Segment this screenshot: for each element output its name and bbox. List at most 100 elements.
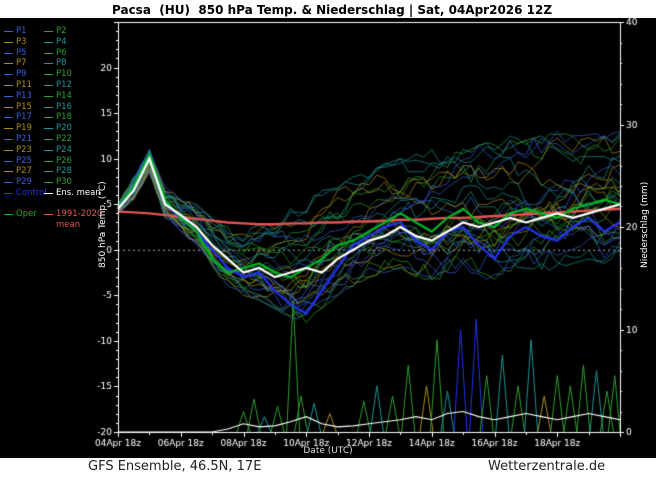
legend-swatch: [44, 74, 53, 80]
legend-label: P2: [56, 26, 67, 36]
legend-row: P27 P28: [4, 166, 116, 177]
legend-swatch: [4, 31, 13, 37]
legend-row: P13 P14: [4, 91, 116, 102]
legend-col: P24: [44, 145, 116, 156]
legend-row: P25 P26: [4, 156, 116, 167]
legend-label: P29: [16, 177, 32, 188]
legend-col: P10: [44, 69, 116, 80]
legend-item: P10: [44, 69, 72, 80]
legend-item: 1991-2020 mean: [44, 209, 116, 231]
legend-item: P6: [44, 48, 67, 59]
x-axis-label: Date (UTC): [303, 446, 353, 456]
legend-col: P19: [4, 123, 44, 134]
legend-row: P23 P24: [4, 145, 116, 156]
legend-item: P30: [44, 177, 72, 188]
legend-item: P8: [44, 58, 67, 69]
chart-panel: P1 P2 P3 P4 P5 P6 P7 P8 P9 P10 P11 P12 P13 P14 P15 P16 P…: [0, 18, 656, 458]
legend-item: P11: [4, 80, 32, 91]
legend-swatch: [4, 63, 13, 69]
legend-swatch: [44, 106, 53, 113]
legend-swatch: [4, 106, 13, 113]
legend-item: P21: [4, 134, 32, 145]
model-info-text: GFS Ensemble, 46.5N, 17E: [88, 459, 262, 474]
legend-col: P27: [4, 166, 44, 177]
legend-label: P6: [56, 47, 67, 58]
legend-col: P4: [44, 37, 116, 48]
legend-col: P25: [4, 156, 44, 167]
legend-swatch: [4, 149, 13, 156]
legend-swatch: [44, 192, 53, 199]
legend-item: P26: [44, 156, 72, 167]
legend-label: P11: [16, 79, 32, 90]
legend-item: P7: [4, 58, 27, 69]
legend-swatch: [44, 171, 53, 177]
legend-item: P15: [4, 102, 32, 113]
legend-row: P11 P12: [4, 80, 116, 91]
legend-item: P22: [44, 134, 72, 145]
legend-col: P28: [44, 166, 116, 177]
legend-label: P18: [56, 112, 72, 123]
legend-col: P5: [4, 48, 44, 59]
legend-label: P13: [16, 90, 32, 101]
legend-item: Oper: [4, 209, 37, 220]
legend-label: P8: [56, 58, 67, 69]
legend-col: P6: [44, 48, 116, 59]
legend-item: P27: [4, 166, 32, 177]
legend-col: Control: [4, 188, 47, 199]
legend-label: P26: [56, 155, 72, 166]
legend-row: P17 P18: [4, 112, 116, 123]
legend-col: 1991-2020 mean: [44, 209, 116, 231]
legend-swatch: [44, 63, 53, 69]
legend-label: P19: [16, 123, 32, 134]
legend-col: P18: [44, 112, 116, 123]
legend-label: P17: [16, 112, 32, 123]
legend-row: P9 P10: [4, 69, 116, 80]
legend-col: P9: [4, 69, 44, 80]
legend-row: P5 P6: [4, 48, 116, 59]
legend-label: P14: [56, 90, 72, 101]
legend-label: P28: [56, 166, 72, 177]
legend-swatch: [44, 84, 53, 91]
legend-row: P1 P2: [4, 26, 116, 37]
legend-swatch: [4, 95, 13, 102]
legend-row: Oper 1991-2020 mean: [4, 209, 116, 231]
legend-label: P24: [56, 144, 72, 155]
legend-item: P14: [44, 91, 72, 102]
legend-swatch: [44, 160, 53, 167]
legend-col: P13: [4, 91, 44, 102]
legend-row: P7 P8: [4, 58, 116, 69]
y-axis-right-label: Niederschlag (mm): [640, 181, 650, 268]
legend-col: P29: [4, 177, 44, 188]
legend-swatch: [44, 52, 53, 59]
legend-item: Control: [4, 188, 47, 199]
legend-label: 1991-2020 mean: [56, 208, 103, 230]
legend-swatch: [4, 182, 13, 188]
legend-label: P1: [16, 26, 27, 36]
legend-col: P23: [4, 145, 44, 156]
legend-item: P29: [4, 177, 32, 188]
legend-label: Control: [16, 187, 47, 198]
legend-col: Ens. mean: [44, 188, 116, 199]
y-axis-left-label: 850 hPa Temp. (°C): [98, 181, 108, 268]
legend-label: P27: [16, 166, 32, 177]
legend-col: P12: [44, 80, 116, 91]
legend-label: P30: [56, 177, 72, 188]
meteogram-plot-canvas: [0, 18, 656, 458]
legend-swatch: [4, 213, 13, 220]
legend-col: P14: [44, 91, 116, 102]
legend-label: P20: [56, 123, 72, 134]
legend-row: P29 P30: [4, 177, 116, 188]
legend-col: P17: [4, 112, 44, 123]
legend-item: P20: [44, 123, 72, 134]
legend-item: P17: [4, 112, 32, 123]
legend-item: P3: [4, 37, 27, 48]
legend-col: Oper: [4, 209, 44, 231]
legend-item: P13: [4, 91, 32, 102]
legend-swatch: [44, 117, 53, 123]
legend-swatch: [44, 41, 53, 48]
legend-swatch: [4, 84, 13, 91]
legend-swatch: [44, 31, 53, 37]
legend-label: P21: [16, 133, 32, 144]
legend-label: P23: [16, 144, 32, 155]
legend-label: P7: [16, 58, 27, 69]
